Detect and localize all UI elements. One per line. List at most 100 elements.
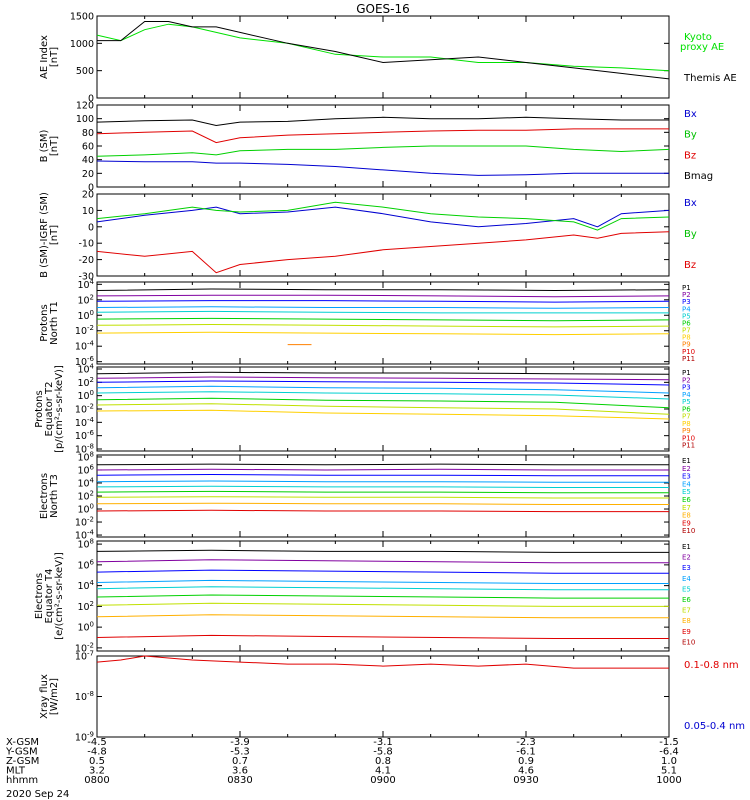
series-line xyxy=(96,306,670,309)
ephemeris-value: 4.1 xyxy=(375,766,391,777)
channel-label: E1 xyxy=(682,543,691,551)
y-tick-label: 104 xyxy=(77,363,94,376)
series-line xyxy=(96,559,669,564)
ephemeris-value: 0900 xyxy=(370,775,395,786)
ephemeris-value: 1.0 xyxy=(661,756,677,767)
y-axis-label: [nT] xyxy=(49,225,60,245)
y-axis-label: Equator T4 xyxy=(44,569,55,624)
channel-label: P7 xyxy=(682,327,691,335)
legend-entry: Bz xyxy=(684,150,696,161)
y-tick-label: 10-2 xyxy=(75,516,94,529)
date-label: 2020 Sep 24 xyxy=(6,789,69,800)
series-line xyxy=(96,397,670,409)
series-line xyxy=(96,409,670,420)
channel-label: P1 xyxy=(682,284,691,292)
ephemeris-value: 0.5 xyxy=(89,756,105,767)
channel-label: P8 xyxy=(682,420,691,428)
y-tick-label: 10-2 xyxy=(75,403,94,416)
y-axis-label: Xray flux xyxy=(39,674,50,719)
channel-label: P5 xyxy=(682,398,691,406)
series-line xyxy=(96,473,669,477)
channel-label: E10 xyxy=(682,527,695,535)
channel-label: P7 xyxy=(682,413,691,421)
series-line xyxy=(96,323,670,328)
channel-label: P11 xyxy=(682,355,695,363)
legend: Bx By Bz Bmag xyxy=(684,109,713,182)
series-line xyxy=(96,201,670,231)
legend-entry: Bx xyxy=(684,109,697,120)
ephemeris-value: -3.1 xyxy=(373,737,393,748)
y-tick-label: 10-7 xyxy=(75,650,94,663)
channel-label: P2 xyxy=(682,376,691,384)
series-line xyxy=(96,490,669,494)
channel-label: P1 xyxy=(682,369,691,377)
channel-label: E3 xyxy=(682,473,691,481)
y-axis-label: Protons xyxy=(39,304,50,341)
y-tick-label: 10-4 xyxy=(75,340,95,353)
channel-label: P9 xyxy=(682,427,691,435)
legend-entry: Themis AE xyxy=(683,73,737,84)
y-tick-label: 20 xyxy=(82,190,94,201)
y-tick-label: 10-9 xyxy=(75,731,94,744)
x-axis-ephemeris: X-GSM -4.5 -3.9 -3.1 -2.3 -1.5 Y-GSM -4.8 -5.3 -5… xyxy=(5,737,682,786)
series-line xyxy=(96,294,670,298)
y-tick-label: 100 xyxy=(77,309,94,322)
channel-label: P3 xyxy=(682,298,691,306)
y-axis-label: Electrons xyxy=(39,473,50,519)
y-tick-label: 20 xyxy=(82,169,94,180)
legend-entry: 0.1-0.8 nm xyxy=(684,660,739,671)
y-tick-label: -30 xyxy=(78,272,94,283)
channel-label: P9 xyxy=(682,341,691,349)
series-group xyxy=(96,655,669,669)
series-line xyxy=(96,231,670,274)
y-tick-label: 1500 xyxy=(70,12,94,23)
ephemeris-value: -1.5 xyxy=(659,737,679,748)
series-line xyxy=(96,602,669,607)
channel-label: E9 xyxy=(682,628,691,636)
series-line xyxy=(96,288,670,292)
y-tick-label: 10-4 xyxy=(75,416,95,429)
y-tick-label: 102 xyxy=(77,490,94,503)
channel-label: E2 xyxy=(682,554,691,562)
ephemeris-value: 5.1 xyxy=(661,766,677,777)
channel-label: P4 xyxy=(682,391,691,399)
ephemeris-value: 4.6 xyxy=(518,766,534,777)
ephemeris-row-label: hhmm xyxy=(6,775,38,786)
ephemeris-value: 0.7 xyxy=(232,756,248,767)
ephemeris-value: -2.3 xyxy=(516,737,536,748)
channel-label: E10 xyxy=(682,638,695,646)
y-tick-label: 10-8 xyxy=(75,690,94,703)
series-group xyxy=(96,21,670,80)
ephemeris-value: -6.1 xyxy=(516,747,536,758)
ephemeris-value: -4.8 xyxy=(87,747,107,758)
ephemeris-value: 0.9 xyxy=(518,756,534,767)
ephemeris-value: 0930 xyxy=(513,775,538,786)
channel-label: E5 xyxy=(682,488,691,496)
channel-label: P10 xyxy=(682,348,695,356)
channel-label: P10 xyxy=(682,434,695,442)
series-line xyxy=(96,116,669,127)
y-tick-label: 0 xyxy=(88,94,94,105)
y-tick-label: 10-6 xyxy=(75,429,95,442)
y-axis-label: [nT] xyxy=(49,136,60,156)
series-line xyxy=(96,317,670,322)
y-axis-label: Equator T2 xyxy=(44,382,55,437)
legend-entry: By xyxy=(684,130,697,141)
ephemeris-value: -4.5 xyxy=(87,737,107,748)
series-line xyxy=(96,579,669,584)
y-tick-label: 104 xyxy=(77,579,94,592)
legend: Bx By Bz xyxy=(684,198,697,271)
legend-entry: Bmag xyxy=(684,171,713,182)
channel-label: P5 xyxy=(682,312,691,320)
series-line xyxy=(96,371,670,375)
series-line xyxy=(96,385,670,394)
series-line xyxy=(96,569,669,574)
figure-title: GOES-16 xyxy=(356,2,410,16)
series-line xyxy=(96,480,669,483)
y-tick-label: 10 xyxy=(82,206,94,217)
panel-4: 10-6 10-4 10-2 100 102 104 Protons North T1 P1P2… xyxy=(39,278,695,368)
y-tick-label: 10-6 xyxy=(75,355,95,368)
